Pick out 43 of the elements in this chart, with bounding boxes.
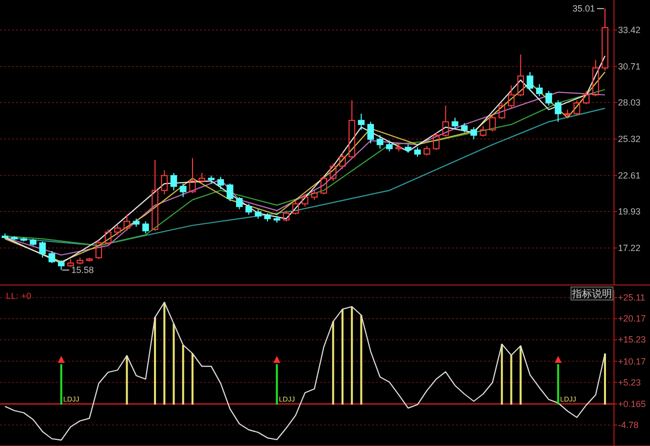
- y-tick-label: +5.23: [618, 377, 641, 388]
- y-tick-label: +25.11: [618, 292, 646, 303]
- y-tick-label: 33.42: [618, 25, 641, 36]
- candlestick: [124, 214, 130, 232]
- y-tick-label: 28.03: [618, 98, 641, 108]
- bar: [604, 354, 606, 405]
- bar: [500, 344, 503, 405]
- annotation: 指标说明: [571, 288, 612, 300]
- bar: [172, 324, 175, 405]
- bar: [182, 344, 184, 405]
- y-tick-label: 22.61: [618, 170, 641, 180]
- y-tick-label: 17.22: [618, 242, 641, 253]
- bar: [520, 346, 522, 405]
- candlestick: [339, 152, 346, 170]
- line-series: [4, 302, 606, 441]
- y-tick-label: +20.17: [618, 314, 646, 324]
- bar: [510, 355, 512, 405]
- annotation: LL: +0: [6, 291, 32, 301]
- bar: [126, 356, 128, 405]
- bar: [332, 322, 334, 405]
- bar: [154, 317, 156, 405]
- bar: [276, 364, 278, 405]
- candlestick: [508, 84, 515, 109]
- y-tick-label: 30.71: [618, 61, 641, 72]
- candlestick: [470, 126, 478, 140]
- bar: [557, 364, 560, 405]
- candlestick: [180, 183, 186, 198]
- bar: [60, 364, 62, 405]
- y-tick-label: +15.23: [618, 334, 646, 345]
- candlestick: [554, 100, 562, 122]
- y-tick-label: -4.78: [618, 420, 639, 430]
- annotation: 35.01: [572, 4, 595, 14]
- candlestick: [358, 113, 365, 130]
- bar: [360, 315, 362, 405]
- bar: [163, 302, 166, 405]
- bar: [192, 354, 194, 405]
- y-tick-label: 19.93: [618, 206, 641, 217]
- bar: [342, 309, 344, 405]
- bar: [350, 306, 353, 405]
- y-tick-label: 25.32: [618, 134, 641, 144]
- y-tick-label: +10.17: [618, 356, 646, 366]
- y-tick-label: +0.165: [618, 398, 646, 409]
- annotation: 15.58: [71, 265, 94, 276]
